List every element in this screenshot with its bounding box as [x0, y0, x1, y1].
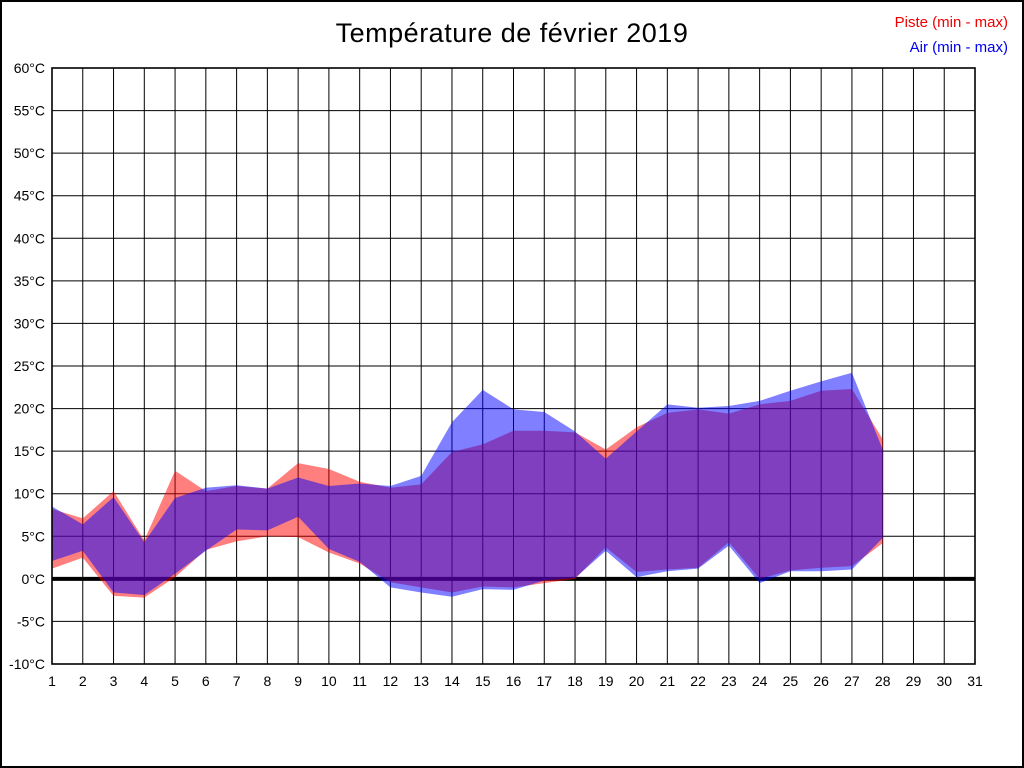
x-tick-label: 8	[263, 673, 271, 689]
x-tick-label: 17	[536, 673, 552, 689]
x-tick-label: 18	[567, 673, 583, 689]
x-tick-label: 27	[844, 673, 860, 689]
x-tick-label: 9	[294, 673, 302, 689]
y-tick-label: 45°C	[14, 188, 45, 204]
x-tick-label: 15	[475, 673, 491, 689]
air-minmax-band	[52, 372, 883, 597]
x-tick-label: 28	[875, 673, 891, 689]
y-tick-label: -5°C	[17, 613, 45, 629]
y-tick-label: 35°C	[14, 273, 45, 289]
x-tick-label: 13	[413, 673, 429, 689]
y-tick-label: 5°C	[22, 528, 46, 544]
y-tick-label: 15°C	[14, 443, 45, 459]
y-tick-label: 25°C	[14, 358, 45, 374]
y-tick-label: -10°C	[9, 656, 45, 672]
x-tick-label: 5	[171, 673, 179, 689]
x-tick-label: 11	[352, 673, 367, 689]
y-tick-label: 55°C	[14, 103, 45, 119]
legend: Piste (min - max) Air (min - max)	[895, 10, 1008, 60]
x-tick-label: 14	[444, 673, 460, 689]
x-tick-label: 24	[752, 673, 768, 689]
x-tick-label: 7	[233, 673, 241, 689]
x-tick-label: 19	[598, 673, 614, 689]
y-tick-label: 20°C	[14, 401, 45, 417]
x-tick-label: 22	[690, 673, 706, 689]
plot-border	[51, 67, 976, 665]
legend-item-piste: Piste (min - max)	[894, 14, 1008, 31]
y-tick-label: 0°C	[22, 571, 46, 587]
x-tick-label: 31	[967, 673, 983, 689]
x-tick-label: 20	[629, 673, 645, 689]
x-tick-label: 25	[783, 673, 799, 689]
x-tick-label: 10	[321, 673, 337, 689]
x-tick-label: 4	[140, 673, 148, 689]
x-tick-label: 2	[79, 673, 87, 689]
y-tick-label: 60°C	[14, 60, 45, 76]
y-tick-label: 40°C	[14, 230, 45, 246]
legend-item-air: Air (min - max)	[909, 39, 1008, 56]
x-axis-labels: 1 2 3 4 5 6 7 8 9 10 11 12 13 14 15 16 17 18 19 20 21 22 23 24 2…	[48, 673, 983, 689]
x-tick-label: 21	[660, 673, 676, 689]
y-tick-label: 30°C	[14, 315, 45, 331]
x-tick-label: 6	[202, 673, 210, 689]
x-tick-label: 29	[906, 673, 922, 689]
y-tick-label: 10°C	[14, 486, 45, 502]
y-tick-label: 50°C	[14, 145, 45, 161]
x-tick-label: 16	[506, 673, 522, 689]
y-axis-labels: 60°C 55°C 50°C 45°C 40°C 35°C 30°C 25°C 20°C 15°C…	[9, 60, 45, 672]
x-tick-label: 26	[813, 673, 829, 689]
x-tick-label: 3	[110, 673, 118, 689]
x-tick-label: 23	[721, 673, 737, 689]
x-tick-label: 12	[383, 673, 399, 689]
chart-title: Température de février 2019	[335, 18, 689, 48]
x-tick-label: 30	[936, 673, 952, 689]
x-tick-label: 1	[48, 673, 56, 689]
